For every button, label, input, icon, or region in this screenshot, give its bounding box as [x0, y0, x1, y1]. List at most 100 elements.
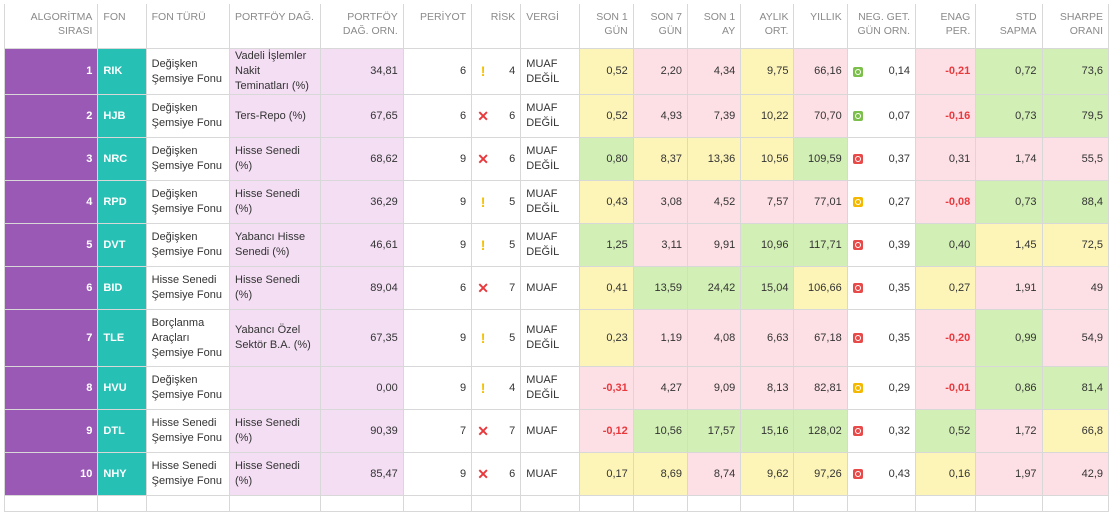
risk-cell: ✕ 6 — [471, 94, 522, 138]
table-row[interactable]: 1 RIK Değişken Şemsiye Fonu Vadeli İşlemler… — [3, 48, 1110, 95]
risk-value: 5 — [509, 331, 516, 344]
fund-type-cell: Borçlanma Araçları Şemsiye Fonu — [145, 309, 231, 367]
column-header-tax[interactable]: VERGİ — [520, 4, 580, 49]
period-cell: 6 — [402, 266, 473, 310]
fund-code-link[interactable]: NRC — [97, 137, 147, 181]
risk-value: 5 — [509, 238, 516, 251]
column-header-annual[interactable]: YILLIK — [793, 4, 848, 49]
return-annual-cell: 77,01 — [793, 180, 848, 224]
table-row[interactable]: 3 NRC Değişken Şemsiye Fonu Hisse Senedi (%… — [3, 137, 1110, 181]
column-header-portfolio-avg[interactable]: PORTFÖY DAĞ. ORN. — [320, 4, 404, 49]
table-row[interactable]: 5 DVT Değişken Şemsiye Fonu Yabancı Hisse S… — [3, 223, 1110, 267]
column-header-label: PORTFÖY — [347, 11, 398, 23]
warning-icon: ! — [480, 329, 486, 346]
footer-cell — [3, 495, 99, 512]
column-header-portfolio[interactable]: PORTFÖY DAĞ. — [228, 4, 322, 49]
tax-cell: MUAF DEĞİL — [520, 366, 580, 410]
table-row[interactable]: 2 HJB Değişken Şemsiye Fonu Ters-Repo (%) 67… — [3, 94, 1110, 138]
column-header-sharpe[interactable]: SHARPE ORANI — [1041, 4, 1110, 49]
column-header-m1[interactable]: SON 1 AY — [686, 4, 742, 49]
risk-cell: ! 4 — [471, 48, 522, 95]
column-header-label: GÜN ORN. — [857, 25, 911, 37]
column-header-rank[interactable]: ALGORİTMA SIRASI — [3, 4, 99, 49]
period-cell: 9 — [402, 309, 473, 367]
portfolio-cell: Yabancı Özel Sektör B.A. (%) — [228, 309, 322, 367]
portfolio-avg-cell: 90,39 — [320, 409, 404, 453]
column-header-label: SON 7 — [650, 11, 682, 23]
table-row[interactable]: 8 HVU Değişken Şemsiye Fonu 0,00 9! 4 MUAF DEĞ… — [3, 366, 1110, 410]
table-row[interactable]: 9 DTL Hisse Senedi Şemsiye Fonu Hisse Sened… — [3, 409, 1110, 453]
return-d7-cell: 1,19 — [632, 309, 689, 367]
negative-days-cell: 0,27 — [846, 180, 917, 224]
column-header-label: FON — [103, 11, 126, 23]
return-d1-cell: -0,12 — [578, 409, 634, 453]
period-cell: 9 — [402, 452, 473, 496]
risk-cell: ✕ 7 — [471, 266, 522, 310]
return-m1-cell: 17,57 — [686, 409, 742, 453]
column-header-d1[interactable]: SON 1 GÜN — [578, 4, 634, 49]
return-annual-cell: 66,16 — [793, 48, 848, 95]
fund-code-link[interactable]: HVU — [97, 366, 147, 410]
sharpe-cell: 88,4 — [1041, 180, 1110, 224]
fund-code-link[interactable]: TLE — [97, 309, 147, 367]
column-header-label: SIRASI — [57, 25, 93, 37]
return-m1-cell: 24,42 — [686, 266, 742, 310]
enag-cell: 0,27 — [914, 266, 977, 310]
fund-code-link[interactable]: HJB — [97, 94, 147, 138]
footer-cell — [145, 495, 231, 512]
status-dot-icon — [852, 66, 863, 77]
fund-code-link[interactable]: RPD — [97, 180, 147, 224]
portfolio-avg-cell: 68,62 — [320, 137, 404, 181]
std-dev-cell: 1,45 — [975, 223, 1043, 267]
negative-days-value: 0,07 — [888, 109, 910, 122]
tax-cell: MUAF — [520, 266, 580, 310]
column-header-neg[interactable]: NEG. GET. GÜN ORN. — [846, 4, 917, 49]
enag-cell: 0,52 — [914, 409, 977, 453]
fund-code-link[interactable]: BID — [97, 266, 147, 310]
column-header-label: ORT. — [764, 25, 789, 37]
return-monthly-cell: 9,75 — [740, 48, 795, 95]
table-row[interactable]: 4 RPD Değişken Şemsiye Fonu Hisse Senedi (%… — [3, 180, 1110, 224]
return-annual-cell: 82,81 — [793, 366, 848, 410]
sharpe-cell: 72,5 — [1041, 223, 1110, 267]
column-header-std[interactable]: STD SAPMA — [975, 4, 1043, 49]
negative-days-value: 0,35 — [888, 331, 910, 344]
fund-type-cell: Değişken Şemsiye Fonu — [145, 366, 231, 410]
column-header-risk[interactable]: RİSK — [471, 4, 522, 49]
risk-cell: ! 5 — [471, 309, 522, 367]
column-header-label: ENAG — [940, 11, 971, 23]
return-m1-cell: 9,91 — [686, 223, 742, 267]
portfolio-cell: Vadeli İşlemler Nakit Teminatları (%) — [228, 48, 322, 95]
header-row: ALGORİTMA SIRASI FON FON TÜRÜ PORTFÖY DAĞ. PO… — [3, 4, 1110, 49]
fund-code-link[interactable]: DTL — [97, 409, 147, 453]
fund-code-link[interactable]: RIK — [97, 48, 147, 95]
table-row[interactable]: 10 NHY Hisse Senedi Şemsiye Fonu Hisse Sene… — [3, 452, 1110, 496]
table-row[interactable]: 6 BID Hisse Senedi Şemsiye Fonu Hisse Sened… — [3, 266, 1110, 310]
footer-cell — [793, 495, 848, 512]
enag-cell: 0,31 — [914, 137, 977, 181]
table-row[interactable]: 7 TLE Borçlanma Araçları Şemsiye Fonu Yaban… — [3, 309, 1110, 367]
rank-cell: 10 — [3, 452, 99, 496]
column-header-d7[interactable]: SON 7 GÜN — [632, 4, 689, 49]
tax-cell: MUAF DEĞİL — [520, 309, 580, 367]
enag-cell: -0,08 — [914, 180, 977, 224]
warning-icon: ! — [480, 193, 486, 210]
column-header-fund[interactable]: FON — [97, 4, 147, 49]
return-m1-cell: 4,52 — [686, 180, 742, 224]
enag-cell: -0,20 — [914, 309, 977, 367]
column-header-fund-type[interactable]: FON TÜRÜ — [145, 4, 231, 49]
std-dev-cell: 1,91 — [975, 266, 1043, 310]
column-header-label: STD — [1015, 11, 1037, 23]
column-header-period[interactable]: PERİYOT — [402, 4, 473, 49]
column-header-enag[interactable]: ENAG PER. — [914, 4, 977, 49]
status-dot-icon — [852, 197, 863, 207]
fund-code-link[interactable]: DVT — [97, 223, 147, 267]
portfolio-cell: Hisse Senedi (%) — [228, 137, 322, 181]
column-header-monthly[interactable]: AYLIK ORT. — [740, 4, 795, 49]
return-monthly-cell: 10,22 — [740, 94, 795, 138]
fund-code-link[interactable]: NHY — [97, 452, 147, 496]
std-dev-cell: 1,97 — [975, 452, 1043, 496]
period-cell: 9 — [402, 137, 473, 181]
portfolio-avg-cell: 36,29 — [320, 180, 404, 224]
negative-days-cell: 0,37 — [846, 137, 917, 181]
